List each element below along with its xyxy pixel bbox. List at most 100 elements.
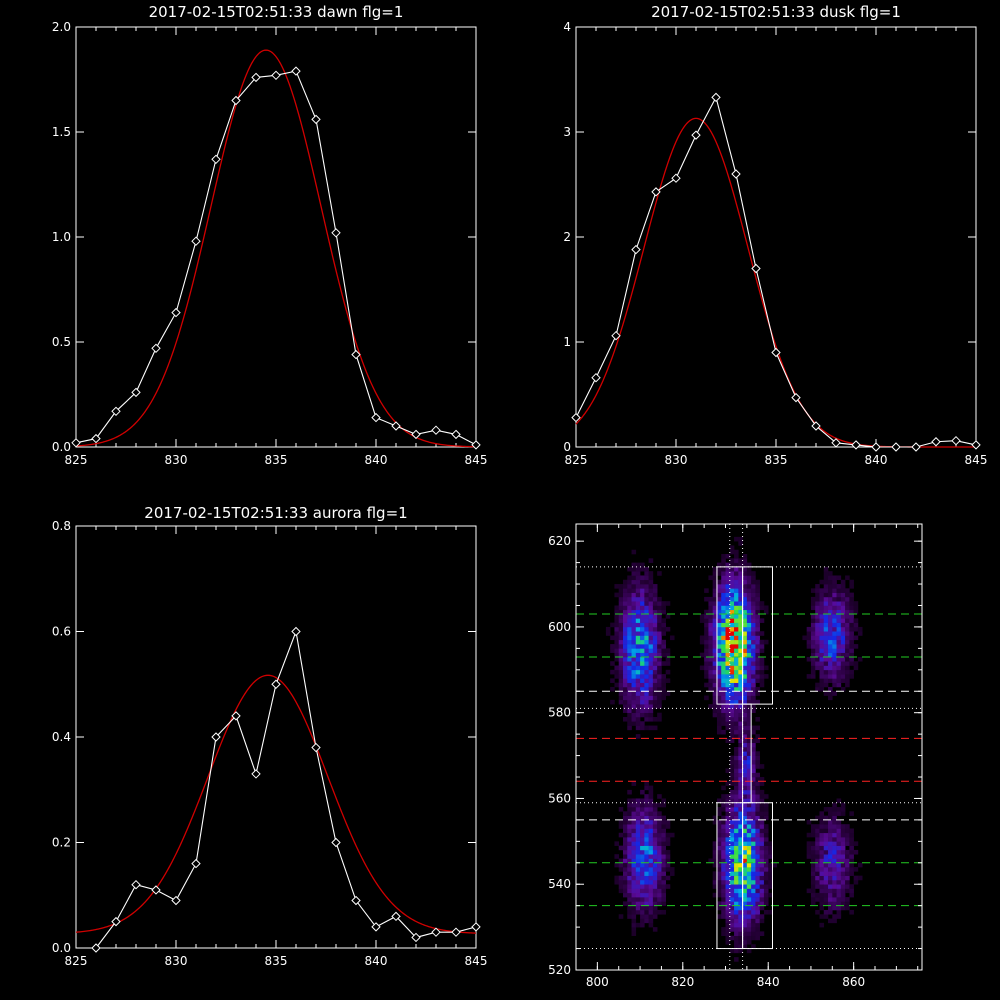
heatmap-cell xyxy=(721,554,726,559)
heatmap-cell xyxy=(742,944,748,949)
heatmap-cell xyxy=(712,571,718,576)
heatmap-cell xyxy=(652,819,658,825)
heatmap-cell xyxy=(759,897,765,902)
heatmap-cell xyxy=(832,897,837,902)
heatmap-cell xyxy=(734,549,739,555)
heatmap-cell xyxy=(652,901,658,906)
heatmap-cell xyxy=(729,862,735,868)
heatmap-cell xyxy=(725,622,731,628)
heatmap-cell xyxy=(755,631,760,636)
heatmap-cell xyxy=(819,849,825,855)
heatmap-cell xyxy=(661,824,666,829)
heatmap-cell xyxy=(652,588,658,593)
heatmap-cell xyxy=(725,686,731,692)
heatmap-cell xyxy=(721,618,726,623)
heatmap-cell xyxy=(708,648,713,653)
heatmap-cell xyxy=(618,652,624,658)
heatmap-cell xyxy=(618,832,624,838)
heatmap-cell xyxy=(755,789,760,795)
heatmap-cell xyxy=(810,854,816,859)
heatmap-cell xyxy=(828,644,833,649)
heatmap-cell xyxy=(832,605,837,611)
heatmap-cell xyxy=(828,837,833,842)
heatmap-cell xyxy=(810,639,816,645)
heatmap-cell xyxy=(746,712,752,718)
heatmap-cell xyxy=(725,626,731,632)
heatmap-cell xyxy=(665,858,671,864)
heatmap-cell xyxy=(819,815,825,821)
heatmap-cell xyxy=(815,592,820,598)
heatmap-cell xyxy=(648,596,654,602)
heatmap-cell xyxy=(725,596,731,602)
heatmap-cell xyxy=(828,686,833,692)
heatmap-cell xyxy=(742,905,748,911)
heatmap-cell xyxy=(751,811,756,816)
heatmap-cell xyxy=(738,635,743,641)
heatmap-cell xyxy=(755,862,760,868)
heatmap-cell xyxy=(849,596,854,602)
heatmap-cell xyxy=(631,832,637,838)
heatmap-cell xyxy=(738,747,743,752)
heatmap-cell xyxy=(742,626,748,632)
heatmap-cell xyxy=(725,669,731,675)
heatmap-cell xyxy=(755,725,760,731)
heatmap-cell xyxy=(751,609,756,615)
heatmap-cell xyxy=(610,635,615,641)
heatmap-cell xyxy=(622,691,628,696)
heatmap-cell xyxy=(635,682,641,688)
heatmap-cell xyxy=(716,867,722,872)
heatmap-cell xyxy=(721,601,726,606)
heatmap-cell xyxy=(729,802,735,808)
heatmap-cell xyxy=(738,678,743,683)
heatmap-cell xyxy=(759,858,765,864)
heatmap-cell xyxy=(729,584,735,589)
heatmap-cell xyxy=(712,605,718,611)
heatmap-cell xyxy=(849,837,854,842)
heatmap-cell xyxy=(734,661,739,666)
heatmap-cell xyxy=(657,635,662,641)
heatmap-cell xyxy=(631,819,637,825)
heatmap-cell xyxy=(746,751,752,756)
heatmap-cell xyxy=(815,828,820,834)
heatmap-cell xyxy=(648,571,654,576)
heatmap-cell xyxy=(751,922,756,928)
heatmap-cell xyxy=(840,609,846,615)
heatmap-cell xyxy=(716,725,722,731)
heatmap-cell xyxy=(721,914,726,919)
heatmap-cell xyxy=(768,841,773,846)
heatmap-cell xyxy=(627,871,632,876)
heatmap-cell xyxy=(806,644,812,649)
heatmap-cell xyxy=(755,802,760,808)
heatmap-cell xyxy=(759,661,765,666)
heatmap-cell xyxy=(738,875,743,881)
heatmap-cell xyxy=(734,798,739,804)
heatmap-cell xyxy=(627,875,632,881)
heatmap-cell xyxy=(755,871,760,876)
heatmap-cell xyxy=(845,828,850,834)
heatmap-cell xyxy=(610,699,615,705)
heatmap-cell xyxy=(712,609,718,615)
heatmap-cell xyxy=(746,716,752,722)
heatmap-cell xyxy=(734,858,739,864)
heatmap-cell xyxy=(751,592,756,598)
heatmap-cell xyxy=(840,652,846,658)
heatmap-cell xyxy=(665,601,671,606)
heatmap-cell xyxy=(746,901,752,906)
heatmap-cell xyxy=(644,614,649,619)
heatmap-cell xyxy=(810,665,816,671)
heatmap-cell xyxy=(699,614,705,619)
heatmap-cell xyxy=(755,794,760,799)
heatmap-cell xyxy=(845,631,850,636)
heatmap-cell xyxy=(836,892,842,898)
heatmap-cell xyxy=(618,691,624,696)
heatmap-cell xyxy=(734,592,739,598)
heatmap-cell xyxy=(652,596,658,602)
heatmap-cell xyxy=(755,879,760,885)
heatmap-cell xyxy=(661,686,666,692)
heatmap-cell xyxy=(635,618,641,623)
heatmap-cell xyxy=(627,849,632,855)
heatmap-cell xyxy=(755,669,760,675)
heatmap-cell xyxy=(627,669,632,675)
heatmap-cell xyxy=(721,815,726,821)
heatmap-cell xyxy=(716,841,722,846)
